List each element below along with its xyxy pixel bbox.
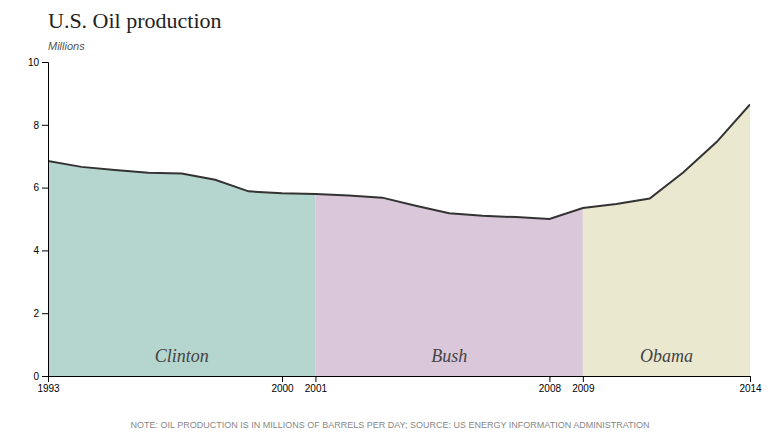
tick-label: 2008 <box>539 383 562 394</box>
region-label: Bush <box>431 346 467 366</box>
note: NOTE: OIL PRODUCTION IS IN MILLIONS OF B… <box>131 420 650 430</box>
tick-label: 1993 <box>37 383 60 394</box>
tick-label: 2014 <box>739 383 762 394</box>
tick: 2000 <box>271 376 294 394</box>
tick-label: 2000 <box>271 383 294 394</box>
tick: 1993 <box>37 376 60 394</box>
tick-mark <box>42 125 48 126</box>
plot-area <box>48 104 750 376</box>
tick: 8 <box>33 120 48 131</box>
chart: U.S. Oil production Millions Clinton Bush Ob… <box>0 0 780 438</box>
tick-mark <box>583 376 584 382</box>
tick-mark <box>750 376 751 382</box>
tick: 2014 <box>739 376 762 394</box>
tick-label: 6 <box>33 182 39 193</box>
y-axis: 0 2 4 6 8 10 <box>28 57 49 382</box>
tick: 4 <box>33 245 48 256</box>
axis-line <box>42 63 49 377</box>
tick-mark <box>42 313 48 314</box>
tick-label: 2 <box>33 308 39 319</box>
region-label: Obama <box>640 346 693 366</box>
tick-mark <box>549 376 550 382</box>
tick-mark <box>42 376 48 377</box>
tick: 2 <box>33 308 48 319</box>
tick-label: 2009 <box>572 383 595 394</box>
region-label: Clinton <box>155 346 209 366</box>
axis-line <box>49 377 751 383</box>
tick: 2008 <box>539 376 562 394</box>
tick-label: 2001 <box>305 383 328 394</box>
tick-mark <box>42 250 48 251</box>
tick-label: 4 <box>33 245 39 256</box>
region-labels: Clinton Bush Obama <box>155 346 693 366</box>
tick: 2009 <box>572 376 595 394</box>
tick: 10 <box>28 57 48 68</box>
tick-mark <box>48 376 49 382</box>
tick: 6 <box>33 182 48 193</box>
area <box>315 194 582 376</box>
tick-mark <box>42 62 48 63</box>
area <box>583 104 750 376</box>
tick-label: 8 <box>33 120 39 131</box>
subtitle: Millions <box>48 40 85 52</box>
tick: 2001 <box>305 376 328 394</box>
x-axis: 1993 2000 2001 2008 2009 2014 <box>37 376 762 394</box>
line <box>48 104 750 219</box>
tick-mark <box>315 376 316 382</box>
tick: 0 <box>33 371 48 382</box>
tick-label: 10 <box>28 57 40 68</box>
title: U.S. Oil production <box>48 8 222 33</box>
tick-mark <box>282 376 283 382</box>
tick-mark <box>42 188 48 189</box>
tick-label: 0 <box>33 371 39 382</box>
